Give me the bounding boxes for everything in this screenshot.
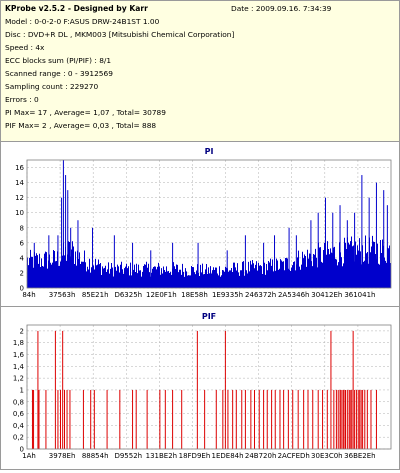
bar-series [31, 330, 377, 449]
pi-chart: PI 0 2 4 6 8 10 12 14 16 84h 37563h 85E21h D6325h 12E0… [15, 147, 392, 299]
y-tick-label: 1 [20, 386, 24, 394]
bar-series [27, 160, 391, 288]
y-tick-label: 0 [20, 285, 24, 293]
y-tick-label: 2 [20, 269, 24, 277]
x-tick-label: 18E58h [181, 291, 208, 299]
chart-title: PIF [202, 312, 216, 321]
y-tick-label: 6 [20, 239, 25, 247]
x-tick-label: 30412Eh [311, 291, 342, 299]
chart-title: PI [205, 147, 214, 156]
x-tick-label: 30E3C0h [311, 452, 343, 460]
y-tick-label: 0,2 [13, 434, 24, 442]
info-line-speed: Speed : 4x [5, 43, 45, 52]
x-tick-label: 131BE2h [146, 452, 177, 460]
x-tick-label: 85E21h [82, 291, 109, 299]
x-tick-label: 1Ah [22, 452, 36, 460]
x-tick-label: D6325h [114, 291, 142, 299]
y-tick-label: 1,6 [13, 351, 25, 359]
x-tick-label: 1E9335h [212, 291, 243, 299]
info-line-ecc-blocks: ECC blocks sum (PI/PIF) : 8/1 [5, 56, 112, 65]
y-tick-label: 4 [20, 254, 25, 262]
app-title: KProbe v2.5.2 - Designed by Karr [5, 4, 148, 13]
x-tick-label: 37563h [49, 291, 76, 299]
plot-border [26, 324, 392, 450]
info-line-pi-stats: PI Max= 17 , Average= 1,07 , Total= 3078… [5, 108, 166, 117]
info-line-pif-stats: PIF Max= 2 , Average= 0,03 , Total= 888 [5, 121, 157, 130]
x-tick-label: 2A5346h [278, 291, 310, 299]
x-tick-label: 12E0F1h [146, 291, 177, 299]
y-tick-label: 14 [15, 179, 24, 187]
scan-date: Date : 2009.09.16. 7:34:39 [231, 4, 332, 13]
pif-chart: PIF 0 0,2 0,4 0,6 0,8 1 1,2 1,4 1,6 1,8 2 1Ah 3978Eh 8… [13, 312, 392, 460]
y-tick-label: 0,8 [13, 398, 24, 406]
x-tick-label: 3978Eh [49, 452, 76, 460]
y-tick-label: 0 [20, 446, 24, 454]
info-line-errors: Errors : 0 [5, 95, 39, 104]
x-tick-label: 18FD9Eh [179, 452, 211, 460]
y-tick-label: 1,4 [13, 363, 25, 371]
x-tick-label: 246372h [245, 291, 276, 299]
y-tick-label: 12 [15, 194, 24, 202]
pif-chart-panel: PIF 0 0,2 0,4 0,6 0,8 1 1,2 1,4 1,6 1,8 2 1Ah 3978Eh 8… [1, 307, 399, 469]
info-line-scanned-range: Scanned range : 0 - 3912569 [5, 69, 113, 78]
x-tick-label: 88854h [82, 452, 109, 460]
info-line-model: Model : 0-0-2-0 F:ASUS DRW-24B1ST 1.00 [5, 17, 160, 26]
x-tick-label: 24B720h [245, 452, 277, 460]
y-tick-label: 0,6 [13, 410, 25, 418]
y-tick-label: 10 [15, 209, 24, 217]
x-tick-label: 2ACFEDh [278, 452, 310, 460]
x-tick-label: 84h [22, 291, 35, 299]
y-tick-label: 0,4 [13, 422, 25, 430]
x-tick-label: 361041h [344, 291, 375, 299]
y-tick-label: 16 [15, 164, 24, 172]
info-line-sampling-count: Sampling count : 229270 [5, 82, 99, 91]
info-line-disc: Disc : DVD+R DL , MKM003 [Mitsubishi Che… [5, 30, 235, 39]
y-tick-label: 8 [20, 224, 24, 232]
y-tick-label: 1,2 [13, 375, 24, 383]
plot-area [27, 325, 391, 449]
pi-chart-panel: PI 0 2 4 6 8 10 12 14 16 84h 37563h 85E21h D6325h 12E0… [1, 142, 399, 307]
info-panel: KProbe v2.5.2 - Designed by Karr Date : … [1, 1, 399, 142]
y-tick-label: 2 [20, 327, 24, 335]
x-tick-label: 36BE2Eh [344, 452, 375, 460]
x-tick-label: D9552h [114, 452, 142, 460]
y-tick-label: 1,8 [13, 339, 24, 347]
x-tick-label: 1EDE84h [212, 452, 244, 460]
plot-border [26, 159, 392, 289]
